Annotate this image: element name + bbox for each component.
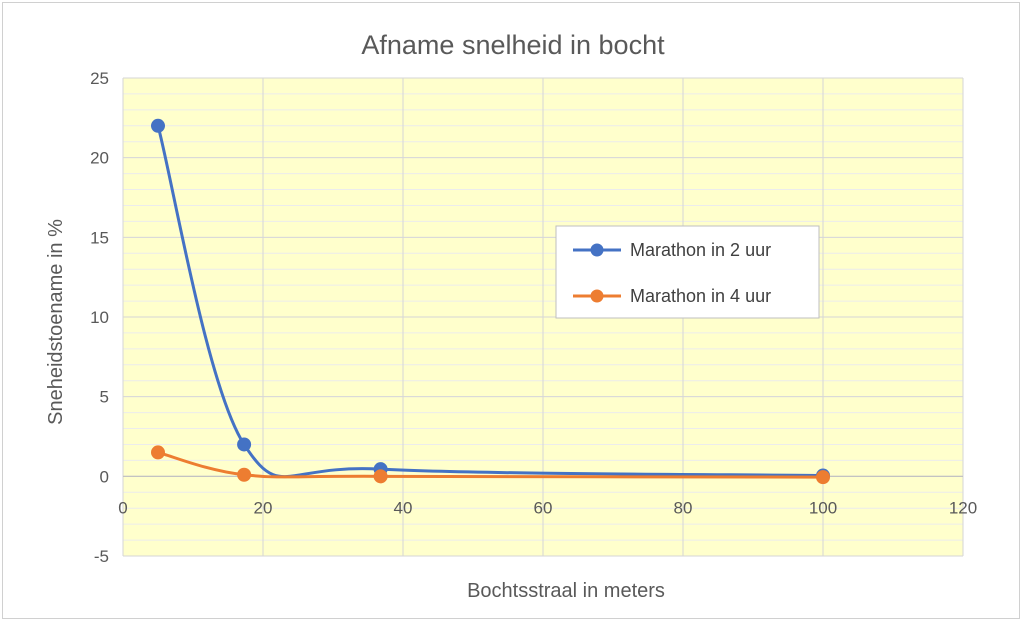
data-point bbox=[151, 118, 165, 133]
x-tick-label: 60 bbox=[534, 498, 553, 517]
data-point bbox=[237, 467, 252, 482]
y-tick-label: 10 bbox=[90, 308, 109, 327]
x-axis-ticks: 0 20 40 60 80 100 120 bbox=[118, 498, 977, 517]
series-layer bbox=[151, 118, 830, 485]
y-tick-label: -5 bbox=[94, 547, 109, 566]
x-tick-label: 20 bbox=[254, 498, 273, 517]
y-axis-ticks: -5 0 5 10 15 20 25 bbox=[90, 69, 109, 566]
data-point bbox=[373, 469, 388, 484]
y-tick-label: 20 bbox=[90, 149, 109, 168]
data-point bbox=[237, 437, 252, 452]
x-axis-title: Bochtsstraal in meters bbox=[467, 580, 665, 602]
legend-marker bbox=[590, 289, 604, 303]
y-tick-label: 15 bbox=[90, 228, 109, 247]
y-tick-label: 0 bbox=[100, 467, 109, 486]
y-tick-label: 25 bbox=[90, 69, 109, 88]
legend-item: Marathon in 4 uur bbox=[573, 286, 771, 306]
data-point bbox=[816, 470, 830, 485]
x-tick-label: 100 bbox=[809, 498, 837, 517]
series-line bbox=[156, 124, 825, 479]
legend-item: Marathon in 2 uur bbox=[573, 240, 771, 260]
legend: Marathon in 2 uur Marathon in 4 uur bbox=[555, 225, 820, 319]
x-tick-label: 40 bbox=[394, 498, 413, 517]
x-tick-label: 0 bbox=[118, 498, 127, 517]
y-axis-title: Sneheidstoename in % bbox=[45, 219, 67, 425]
legend-label: Marathon in 4 uur bbox=[630, 286, 771, 306]
x-tick-label: 120 bbox=[949, 498, 977, 517]
data-point bbox=[151, 445, 165, 460]
legend-label: Marathon in 2 uur bbox=[630, 240, 771, 260]
legend-box bbox=[555, 225, 820, 319]
y-tick-label: 5 bbox=[100, 388, 109, 407]
major-gridlines bbox=[122, 77, 964, 557]
series-2 bbox=[151, 445, 830, 485]
x-tick-label: 80 bbox=[674, 498, 693, 517]
legend-marker bbox=[590, 243, 604, 257]
chart-title: Afname snelheid in bocht bbox=[361, 30, 665, 60]
